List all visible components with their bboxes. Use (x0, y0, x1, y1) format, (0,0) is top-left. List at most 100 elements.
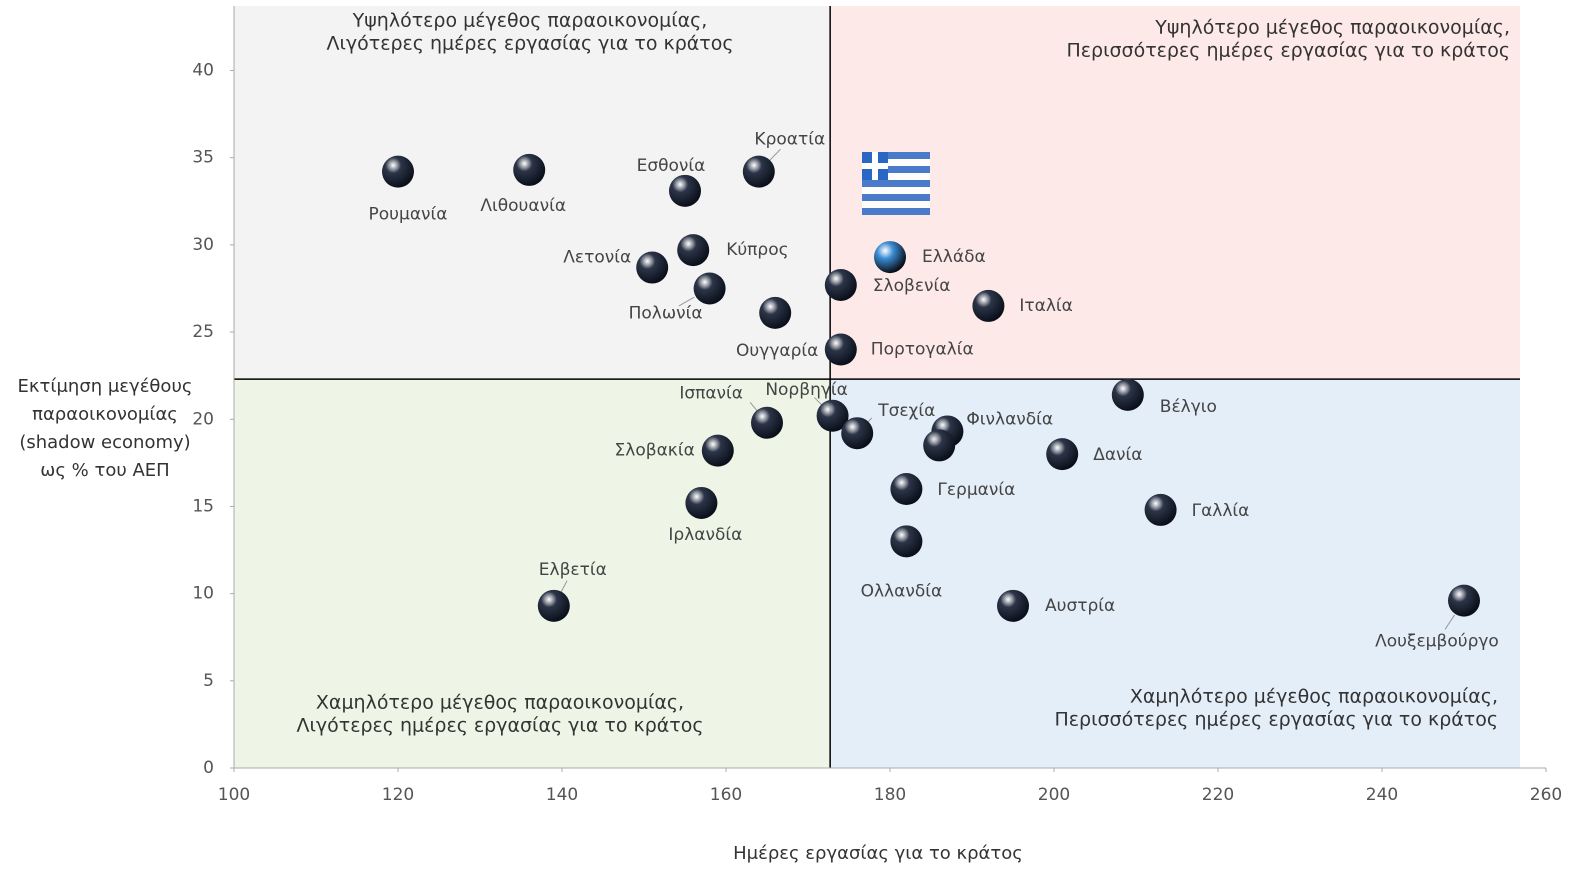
y-axis-title: (shadow economy) (19, 432, 190, 453)
y-tick-label: 40 (192, 61, 214, 81)
x-tick-label: 220 (1202, 785, 1234, 805)
point-label: Γαλλία (1192, 501, 1250, 521)
point-label: Λουξεμβούργο (1375, 632, 1499, 652)
point-label: Πολωνία (629, 303, 703, 323)
y-axis-title: ως % του ΑΕΠ (40, 460, 169, 481)
point-label: Τσεχία (877, 401, 935, 421)
x-tick-label: 100 (218, 785, 250, 805)
y-tick-label: 15 (192, 496, 214, 516)
point (685, 486, 718, 519)
x-tick-label: 140 (546, 785, 578, 805)
flag-stripe (862, 201, 930, 208)
point (816, 399, 849, 432)
point (841, 417, 874, 450)
point-label: Δανία (1093, 445, 1142, 465)
x-tick-label: 260 (1530, 785, 1562, 805)
point-label: Λιθουανία (480, 196, 566, 216)
quadrant-text: Υψηλότερο μέγεθος παραοικονομίας, (352, 10, 708, 32)
point-label: Ελλάδα (922, 247, 986, 267)
point (874, 241, 906, 274)
point-label: Εσθονία (637, 156, 706, 176)
point (1046, 438, 1079, 471)
point (759, 296, 792, 329)
flag-cross-v (872, 152, 878, 180)
quadrant-top-left (234, 6, 831, 380)
point-label: Λετονία (563, 248, 631, 268)
point-label: Ισπανία (679, 384, 743, 404)
point-label: Κροατία (754, 130, 825, 150)
point-label: Ουγγαρία (736, 341, 818, 361)
flag-stripe (862, 180, 930, 187)
y-axis-title: παραοικονομίας (32, 404, 178, 425)
point (751, 406, 783, 439)
y-tick-label: 10 (192, 584, 214, 604)
y-tick-label: 20 (192, 409, 214, 429)
quadrant-text: Υψηλότερο μέγεθος παραοικονομίας, (1154, 17, 1510, 39)
x-tick-label: 200 (1038, 785, 1070, 805)
point-label: Νορβηγία (765, 380, 848, 400)
flag-stripe (862, 208, 930, 215)
point-label: Ελβετία (539, 560, 607, 580)
point (677, 234, 710, 267)
point (890, 473, 923, 506)
point-label: Ρουμανία (369, 205, 448, 225)
x-tick-label: 120 (382, 785, 414, 805)
flag-icon (862, 152, 930, 215)
point (1144, 493, 1177, 526)
point-label: Πορτογαλία (871, 340, 974, 360)
point (824, 268, 857, 301)
point-label: Ολλανδία (861, 581, 943, 601)
point-label: Φινλανδία (966, 409, 1053, 429)
quadrant-top-right (830, 6, 1520, 380)
quadrant-text: Λιγότερες ημέρες εργασίας για το κράτος (296, 715, 703, 737)
point (701, 434, 734, 467)
point-label: Ιρλανδία (668, 525, 742, 545)
quadrant-layer (234, 6, 1520, 768)
y-tick-label: 25 (192, 322, 214, 342)
x-axis-title: Ημέρες εργασίας για το κράτος (733, 843, 1023, 864)
point (824, 333, 857, 366)
quadrant-text: Λιγότερες ημέρες εργασίας για το κράτος (326, 33, 733, 55)
point-label: Σλοβακία (615, 441, 695, 461)
leader-line (560, 580, 568, 594)
point-label: Σλοβενία (873, 276, 951, 296)
point (693, 272, 726, 305)
point (669, 174, 701, 207)
point (997, 589, 1029, 622)
quadrant-text: Περισσότερες ημέρες εργασίας για το κράτ… (1066, 40, 1510, 62)
point-label: Ιταλία (1019, 296, 1072, 316)
leader-line (769, 148, 781, 161)
point (537, 589, 570, 622)
point-label: Βέλγιο (1160, 397, 1217, 417)
point (972, 289, 1005, 322)
leader-line (1444, 614, 1455, 630)
leader-line (678, 296, 695, 307)
quadrant-text: Χαμηλότερο μέγεθος παραοικονομίας, (1130, 686, 1498, 708)
point-label: Γερμανία (937, 480, 1015, 500)
flag-stripe (862, 194, 930, 201)
flag-stripe (862, 166, 930, 173)
x-tick-label: 160 (710, 785, 742, 805)
quadrant-text: Χαμηλότερο μέγεθος παραοικονομίας, (316, 692, 684, 714)
point-label: Αυστρία (1045, 596, 1115, 616)
flag-stripe (862, 173, 930, 180)
point (1448, 584, 1480, 617)
point (923, 429, 956, 462)
point (636, 251, 669, 284)
y-tick-label: 30 (192, 235, 214, 255)
x-tick-label: 180 (874, 785, 906, 805)
y-tick-label: 5 (203, 671, 214, 691)
quadrant-text: Περισσότερες ημέρες εργασίας για το κράτ… (1054, 709, 1498, 731)
y-axis-title: Εκτίμηση μεγέθους (18, 376, 193, 397)
point (382, 155, 414, 188)
y-tick-label: 0 (203, 758, 214, 778)
point (890, 525, 923, 558)
point (513, 153, 546, 186)
point-label: Κύπρος (726, 240, 788, 260)
flag-stripe (862, 152, 930, 159)
point (742, 155, 775, 188)
x-tick-label: 240 (1366, 785, 1398, 805)
point (1111, 378, 1144, 411)
